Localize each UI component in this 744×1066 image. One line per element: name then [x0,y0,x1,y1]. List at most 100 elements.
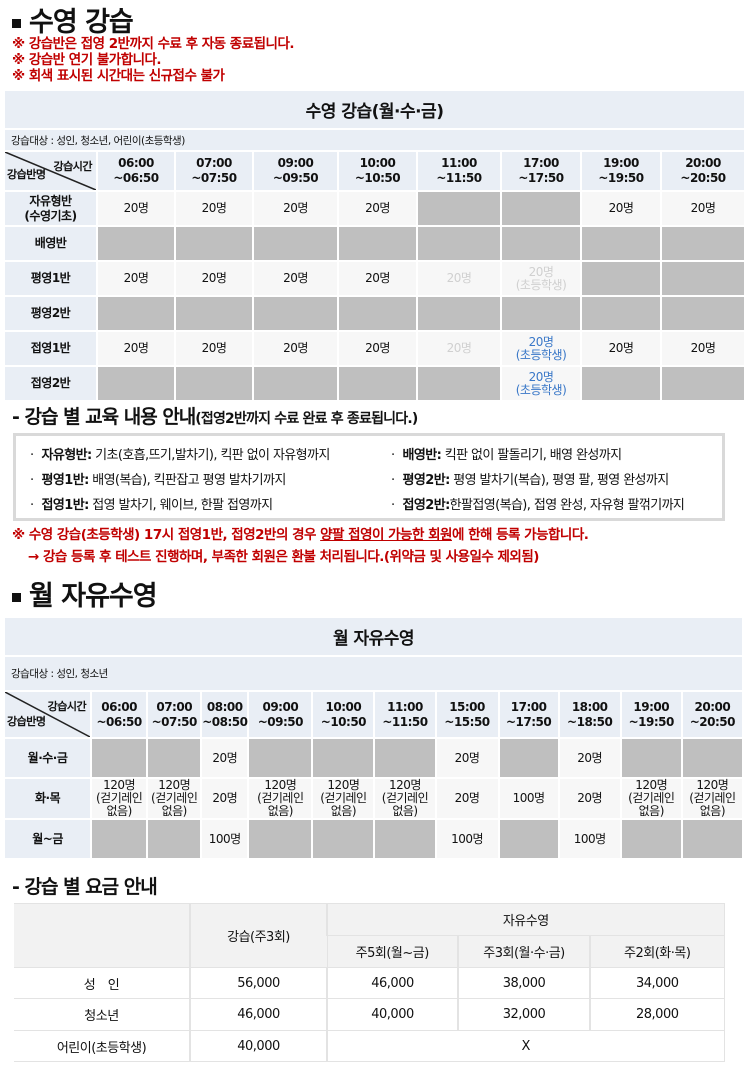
time-header: 18:00 ~18:50 [557,690,622,739]
closed-slot [174,365,254,402]
closed-slot [252,365,339,402]
curriculum-desc: 기초(호흡,뜨기,발차기), 킥판 없이 자유형까지 [91,448,330,463]
curriculum-item: · 평영1반: 배영(복습), 킥판잡고 평영 발차기까지 [30,469,380,488]
time-header: 08:00 ~08:50 [200,690,250,739]
closed-slot [580,225,662,262]
target-audience: 강습대상 : 성인, 청소년, 어린이(초등학생) [2,128,744,152]
class-name: 화·목 [2,777,93,820]
closed-slot [497,818,560,860]
capacity-cell: 20명 (초등학생) [500,330,582,367]
time-header: 10:00 ~10:50 [337,150,418,192]
price-cell: 40,000 [189,1030,328,1062]
table-title: 월 자유수영 [3,616,744,657]
closed-slot [416,295,502,332]
curriculum-class: 배영반: [402,448,442,463]
closed-slot [96,225,176,262]
closed-slot [337,365,418,402]
time-header: 06:00 ~06:50 [96,150,176,192]
closed-slot [619,737,683,779]
price-cell: 34,000 [589,967,725,999]
closed-slot [619,818,683,860]
time-header: 07:00 ~07:50 [146,690,203,739]
closed-slot [373,818,437,860]
capacity-cell: 20명 [252,190,339,227]
closed-slot [337,225,418,262]
corner-label-time: 강습시간 [47,700,87,713]
closed-slot [580,260,662,297]
curriculum-subtitle: (접영2반까지 수료 완료 후 종료됩니다.) [195,411,418,427]
closed-slot [580,365,662,402]
schedule-row: 배영반 [3,225,744,262]
closed-slot [416,225,502,262]
capacity-cell: 120명 (걷기레인 없음) [247,777,314,820]
pricing-row-adult: 성 인 56,000 46,000 38,000 34,000 [14,967,725,999]
closed-slot [174,225,254,262]
price-cell: 32,000 [457,998,591,1031]
curriculum-item: · 접영1반: 접영 발차기, 웨이브, 한팔 접영까지 [30,494,380,513]
price-cell-na: X [326,1030,725,1062]
capacity-cell: 20명 [96,260,176,297]
capacity-cell: 20명 [416,260,502,297]
closed-slot [680,818,744,860]
curriculum-item: · 자유형반: 기초(호흡,뜨기,발차기), 킥판 없이 자유형까지 [30,444,380,463]
closed-slot [337,295,418,332]
capacity-cell: 20명 [337,260,418,297]
price-cell: 28,000 [589,998,725,1031]
class-name: 월·수·금 [2,737,93,779]
time-header: 11:00 ~11:50 [373,690,437,739]
diagonal-divider [5,692,90,737]
closed-slot [311,818,376,860]
schedule-row: 평영1반 20명 20명 20명 20명 20명 20명 (초등학생) [3,260,744,297]
curriculum-desc: 평영 발차기(복습), 평영 팔, 평영 완성까지 [449,473,669,488]
price-cell: 40,000 [326,998,459,1031]
closed-slot [497,737,560,779]
capacity-cell: 100명 [497,777,560,820]
schedule-row: 월·수·금 20명 20명 20명 [2,737,744,779]
class-name: 월~금 [2,818,93,860]
corner-label-time: 강습시간 [53,160,93,173]
corner-label-class: 강습반명 [7,715,46,728]
curriculum-class: 자유형반: [41,448,93,463]
lesson-schedule-table: 수영 강습(월·수·금) 강습대상 : 성인, 청소년, 어린이(초등학생) 강습시… [2,89,744,402]
closed-slot [90,737,149,779]
time-header: 09:00 ~09:50 [252,150,339,192]
capacity-cell: 20명 [337,330,418,367]
pricing-subheader: 주3회(월·수·금) [457,935,591,968]
curriculum-item: · 접영2반:한팔접영(복습), 접영 완성, 자유형 팔꺾기까지 [391,494,741,513]
closed-slot [659,365,744,402]
time-header: 17:00 ~17:50 [497,690,560,739]
capacity-cell: 100명 [434,818,500,860]
target-audience: 강습대상 : 성인, 청소년 [3,655,744,692]
closed-slot [96,295,176,332]
pricing-row-label: 어린이(초등학생) [14,1030,191,1062]
closed-slot [311,737,376,779]
capacity-cell: 120명 (걷기레인 없음) [311,777,376,820]
capacity-cell: 20명 [659,330,744,367]
closed-slot [96,365,176,402]
warning-line: ※ 수영 강습(초등학생) 17시 접영1반, 접영2반의 경우 양팔 접영이 … [12,527,589,543]
curriculum-desc: 킥판 없이 팔돌리기, 배영 완성까지 [441,448,622,463]
price-cell: 46,000 [189,998,328,1031]
capacity-cell: 20명 [416,330,502,367]
corner-label-class: 강습반명 [7,168,46,181]
class-name: 평영2반 [3,295,98,332]
capacity-cell: 20명 [434,777,500,820]
schedule-row: 화·목 120명 (걷기레인 없음) 120명 (걷기레인 없음) 20명 120명 (… [2,777,744,820]
capacity-cell: 20명 [174,190,254,227]
capacity-cell: 120명 (걷기레인 없음) [146,777,203,820]
time-header: 11:00 ~11:50 [416,150,502,192]
capacity-cell: 20명 [557,737,622,779]
closed-slot [252,295,339,332]
schedule-row: 접영2반 20명 (초등학생) [3,365,744,402]
pricing-subheader: 주5회(월~금) [327,935,459,968]
closed-slot [373,737,437,779]
closed-slot [174,295,254,332]
closed-slot [659,225,744,262]
capacity-cell: 20명 [580,190,662,227]
capacity-cell: 120명 (걷기레인 없음) [373,777,437,820]
capacity-cell: 20명 [659,190,744,227]
bullet-dot-icon: · [391,498,395,513]
closed-slot [659,295,744,332]
closed-slot [500,225,582,262]
time-header: 19:00 ~19:50 [619,690,683,739]
